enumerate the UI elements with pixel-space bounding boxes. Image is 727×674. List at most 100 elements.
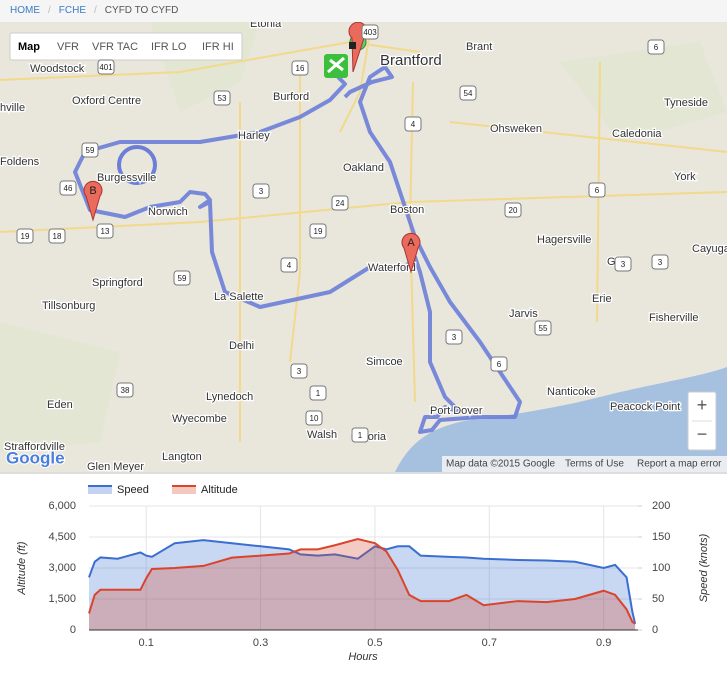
place-label: Oxford Centre bbox=[72, 95, 141, 107]
legend-label[interactable]: Altitude bbox=[201, 484, 238, 496]
road-number: 19 bbox=[21, 232, 30, 241]
legend-swatch bbox=[88, 486, 112, 494]
map[interactable]: Map VFR VFR TAC IFR LO IFR HI Etonia Brantford… bbox=[0, 22, 727, 472]
road-number: 3 bbox=[259, 187, 264, 196]
place-label: Burford bbox=[273, 91, 309, 103]
place-label: Walsh bbox=[307, 429, 337, 441]
end-pin-square bbox=[349, 42, 356, 49]
road-number: 401 bbox=[99, 63, 113, 72]
place-label: Straffordville bbox=[4, 441, 65, 453]
y2-axis-title: Speed (knots) bbox=[698, 533, 710, 602]
road-shield bbox=[213, 90, 231, 106]
route-marker-label: A bbox=[407, 237, 415, 249]
crumb-sep: / bbox=[48, 5, 51, 16]
attribution: Map data ©2015 Google bbox=[446, 459, 556, 470]
attribution[interactable]: Report a map error bbox=[637, 459, 722, 470]
x-tick-label: 0.5 bbox=[367, 637, 382, 649]
road-number: 6 bbox=[595, 186, 600, 195]
road-shield bbox=[305, 410, 323, 426]
place-label: Simcoe bbox=[366, 356, 403, 368]
road-number: 54 bbox=[464, 89, 473, 98]
road-number: 18 bbox=[53, 232, 62, 241]
road-shield bbox=[252, 183, 270, 199]
road-number: 3 bbox=[452, 333, 457, 342]
place-label: Lynedoch bbox=[206, 391, 253, 403]
y2-tick-label: 100 bbox=[652, 562, 670, 574]
series-area bbox=[89, 540, 636, 630]
legend-label[interactable]: Speed bbox=[117, 484, 149, 496]
road-number: 59 bbox=[178, 274, 187, 283]
road-shield bbox=[490, 356, 508, 372]
place-label: Fisherville bbox=[649, 312, 699, 324]
road-number: 6 bbox=[497, 360, 502, 369]
road-shield bbox=[445, 329, 463, 345]
road-shield bbox=[309, 385, 327, 401]
series-line bbox=[88, 539, 637, 625]
road-number: 20 bbox=[509, 206, 518, 215]
road-shield bbox=[59, 180, 77, 196]
route-marker-label: B bbox=[89, 185, 96, 197]
legend-swatch bbox=[172, 486, 196, 494]
map-type-button[interactable]: IFR LO bbox=[151, 41, 187, 53]
road-number: 19 bbox=[314, 227, 323, 236]
map-type-button[interactable]: Map bbox=[18, 41, 40, 53]
map-type-button[interactable]: VFR bbox=[57, 41, 79, 53]
road-shield bbox=[48, 228, 66, 244]
place-label: Port Dover bbox=[430, 405, 483, 417]
road-number: 4 bbox=[411, 120, 416, 129]
place-label: Foldens bbox=[0, 156, 40, 168]
y-tick-label: 1,500 bbox=[48, 593, 76, 605]
road-shield bbox=[647, 39, 665, 55]
y-tick-label: 0 bbox=[70, 624, 76, 636]
y2-tick-label: 50 bbox=[652, 593, 664, 605]
place-label: Norwich bbox=[148, 206, 188, 218]
road-number: 10 bbox=[310, 414, 319, 423]
road-shield bbox=[404, 116, 422, 132]
road-number: 53 bbox=[218, 94, 227, 103]
zoom-in[interactable]: + bbox=[697, 395, 708, 415]
road-shield bbox=[291, 60, 309, 76]
x-tick-label: 0.1 bbox=[139, 637, 154, 649]
x-axis-title: Hours bbox=[348, 651, 378, 663]
road-shield bbox=[651, 254, 669, 270]
breadcrumb: HOME / FCHE / CYFD TO CYFD bbox=[0, 0, 727, 22]
y-tick-label: 3,000 bbox=[48, 562, 76, 574]
place-label: Erie bbox=[592, 293, 612, 305]
road-shield bbox=[81, 142, 99, 158]
google-logo: Google bbox=[6, 448, 65, 467]
place-label: Hagersville bbox=[537, 234, 591, 246]
road-number: 55 bbox=[539, 324, 548, 333]
zoom-out[interactable]: − bbox=[697, 424, 708, 444]
crumb-sep: / bbox=[94, 5, 97, 16]
road-number: 46 bbox=[64, 184, 73, 193]
map-type-button[interactable]: VFR TAC bbox=[92, 41, 138, 53]
y2-tick-label: 200 bbox=[652, 500, 670, 512]
chart: 0 1,500 3,000 4,500 6,000 0 50 100 150 200 0.1 0.3 0… bbox=[0, 472, 727, 663]
y-tick-label: 6,000 bbox=[48, 500, 76, 512]
road-number: 1 bbox=[316, 389, 321, 398]
crumb-current: CYFD TO CYFD bbox=[104, 5, 179, 16]
crumb-link[interactable]: HOME bbox=[10, 5, 40, 16]
route-marker[interactable] bbox=[401, 232, 421, 274]
map-type-bar bbox=[9, 32, 243, 61]
road-shield bbox=[96, 223, 114, 239]
crumb-link[interactable]: FCHE bbox=[58, 5, 87, 16]
route-marker[interactable] bbox=[83, 180, 103, 222]
road-shield bbox=[588, 182, 606, 198]
road-number: 6 bbox=[654, 43, 659, 52]
airport-glyph bbox=[327, 56, 345, 74]
attribution[interactable]: Terms of Use bbox=[565, 459, 624, 470]
road-shield bbox=[290, 363, 308, 379]
map-type-button[interactable]: IFR HI bbox=[202, 41, 234, 53]
place-label: Tillsonburg bbox=[42, 300, 95, 312]
road-number: 13 bbox=[101, 227, 110, 236]
place-label: Wyecombe bbox=[172, 413, 227, 425]
place-label: Caledonia bbox=[612, 128, 662, 140]
road-number: 16 bbox=[296, 64, 305, 73]
road-number: 24 bbox=[336, 199, 345, 208]
road-number: 59 bbox=[86, 146, 95, 155]
series-line bbox=[88, 538, 636, 625]
road-shield bbox=[614, 256, 632, 272]
place-label: Cayuga bbox=[692, 243, 727, 255]
x-tick-label: 0.9 bbox=[596, 637, 611, 649]
